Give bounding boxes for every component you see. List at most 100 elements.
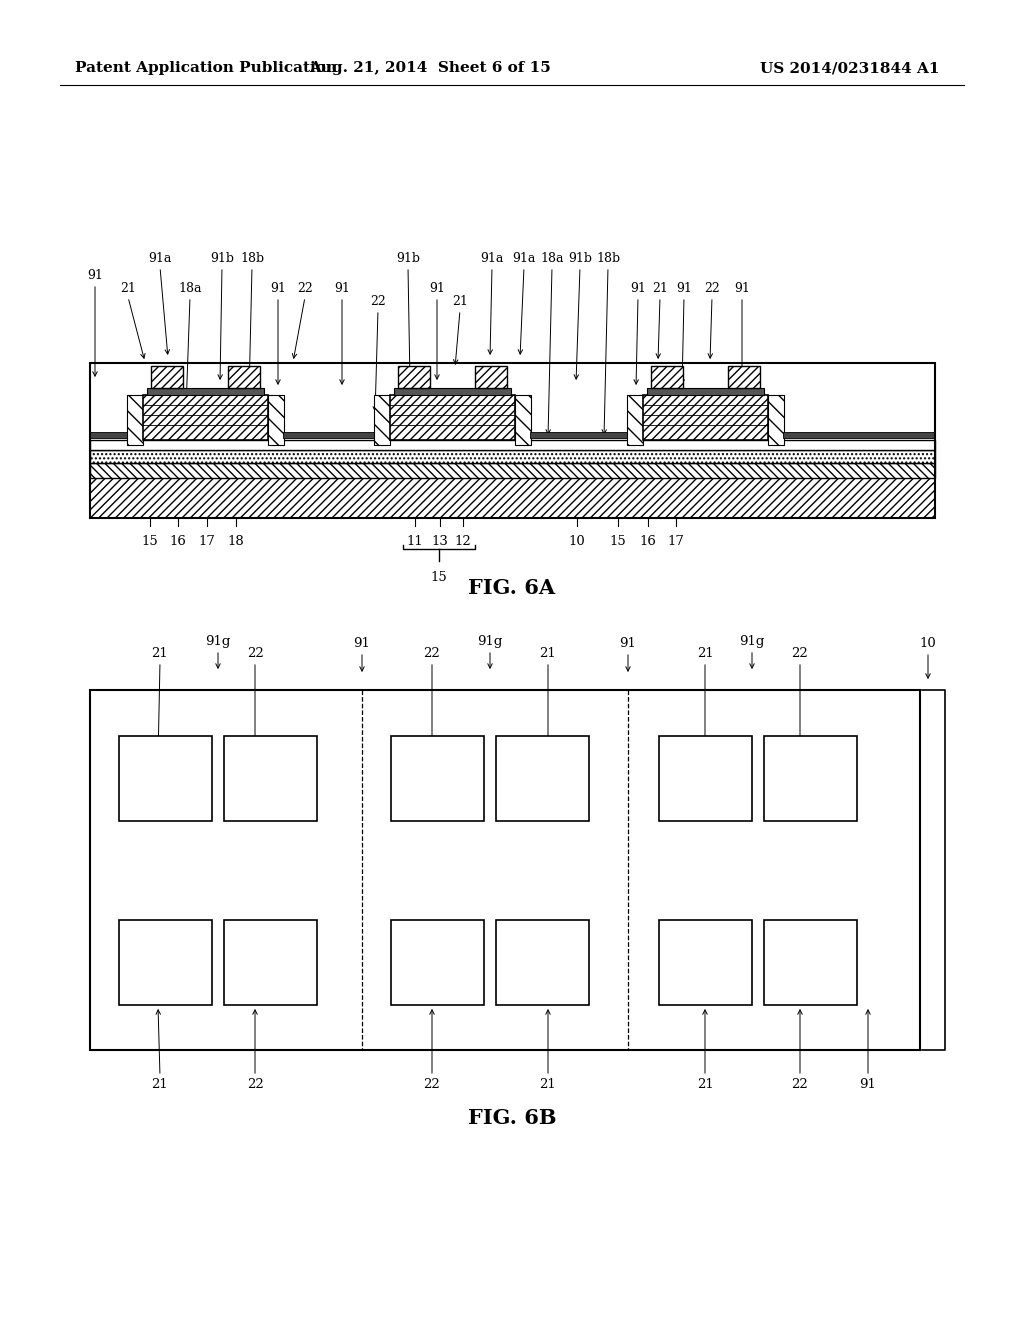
- Bar: [515, 395, 531, 445]
- Bar: [391, 737, 484, 821]
- Text: 10: 10: [920, 638, 936, 649]
- Bar: [228, 366, 260, 388]
- Bar: [90, 363, 935, 517]
- Text: 16: 16: [170, 535, 186, 548]
- Text: 22: 22: [247, 1078, 263, 1092]
- Bar: [90, 450, 935, 463]
- Text: 22: 22: [370, 294, 386, 308]
- Text: 11: 11: [407, 535, 423, 548]
- Text: 22: 22: [792, 1078, 808, 1092]
- Text: 21: 21: [652, 282, 668, 294]
- Bar: [783, 432, 935, 438]
- Text: 91: 91: [429, 282, 445, 294]
- Text: 22: 22: [424, 1078, 440, 1092]
- Bar: [224, 737, 317, 821]
- Bar: [515, 395, 531, 445]
- Bar: [90, 463, 935, 478]
- Bar: [496, 920, 589, 1005]
- Text: 22: 22: [792, 647, 808, 660]
- Bar: [394, 388, 511, 395]
- Text: 16: 16: [640, 535, 656, 548]
- Bar: [475, 366, 507, 388]
- Text: 21: 21: [452, 294, 468, 308]
- Bar: [391, 920, 484, 1005]
- Bar: [119, 920, 212, 1005]
- Text: 21: 21: [696, 1078, 714, 1092]
- Text: 91a: 91a: [148, 252, 172, 265]
- Bar: [147, 388, 264, 395]
- Bar: [90, 450, 935, 463]
- Bar: [374, 395, 390, 445]
- Text: 91: 91: [620, 638, 637, 649]
- Text: 22: 22: [705, 282, 720, 294]
- Text: 91: 91: [734, 282, 750, 294]
- Text: 21: 21: [120, 282, 136, 294]
- Bar: [728, 366, 760, 388]
- Text: 22: 22: [297, 282, 313, 294]
- Bar: [530, 432, 627, 438]
- Text: 22: 22: [247, 647, 263, 660]
- Text: FIG. 6B: FIG. 6B: [468, 1107, 556, 1129]
- Text: 21: 21: [540, 647, 556, 660]
- Text: FIG. 6A: FIG. 6A: [468, 578, 556, 598]
- Text: 21: 21: [540, 1078, 556, 1092]
- Text: 91g: 91g: [206, 635, 230, 648]
- Bar: [768, 395, 784, 445]
- Text: 91a: 91a: [480, 252, 504, 265]
- Text: 91g: 91g: [739, 635, 765, 648]
- Text: 21: 21: [152, 1078, 168, 1092]
- Text: 91: 91: [270, 282, 286, 294]
- Text: 22: 22: [424, 647, 440, 660]
- Bar: [90, 432, 127, 438]
- Bar: [151, 366, 183, 388]
- Bar: [390, 395, 515, 440]
- Bar: [374, 395, 390, 445]
- Text: 18a: 18a: [178, 282, 202, 294]
- Text: Aug. 21, 2014  Sheet 6 of 15: Aug. 21, 2014 Sheet 6 of 15: [309, 61, 551, 75]
- Text: 91g: 91g: [477, 635, 503, 648]
- Bar: [651, 366, 683, 388]
- Text: 15: 15: [609, 535, 627, 548]
- Bar: [143, 395, 268, 440]
- Text: 91b: 91b: [210, 252, 234, 265]
- Text: 91b: 91b: [396, 252, 420, 265]
- Text: 91: 91: [353, 638, 371, 649]
- Bar: [127, 395, 143, 445]
- Bar: [90, 478, 935, 517]
- Text: 17: 17: [668, 535, 684, 548]
- Text: 10: 10: [568, 535, 586, 548]
- Text: 91: 91: [676, 282, 692, 294]
- Text: 91b: 91b: [568, 252, 592, 265]
- Text: 21: 21: [696, 647, 714, 660]
- Bar: [659, 920, 752, 1005]
- Bar: [283, 432, 374, 438]
- Bar: [627, 395, 643, 445]
- Bar: [268, 395, 284, 445]
- Bar: [768, 395, 784, 445]
- Text: 91: 91: [630, 282, 646, 294]
- Text: 13: 13: [431, 535, 449, 548]
- Bar: [764, 737, 857, 821]
- Bar: [647, 388, 764, 395]
- Bar: [90, 478, 935, 517]
- Bar: [475, 366, 507, 388]
- Text: 21: 21: [152, 647, 168, 660]
- Bar: [651, 366, 683, 388]
- Bar: [398, 366, 430, 388]
- Bar: [224, 920, 317, 1005]
- Bar: [90, 690, 920, 1049]
- Text: 91: 91: [859, 1078, 877, 1092]
- Text: US 2014/0231844 A1: US 2014/0231844 A1: [760, 61, 939, 75]
- Bar: [728, 366, 760, 388]
- Bar: [643, 395, 768, 440]
- Text: 15: 15: [431, 572, 447, 583]
- Bar: [496, 737, 589, 821]
- Bar: [268, 395, 284, 445]
- Bar: [143, 395, 268, 440]
- Bar: [119, 737, 212, 821]
- Bar: [151, 366, 183, 388]
- Text: 15: 15: [141, 535, 159, 548]
- Text: 91: 91: [87, 269, 103, 282]
- Bar: [627, 395, 643, 445]
- Bar: [659, 737, 752, 821]
